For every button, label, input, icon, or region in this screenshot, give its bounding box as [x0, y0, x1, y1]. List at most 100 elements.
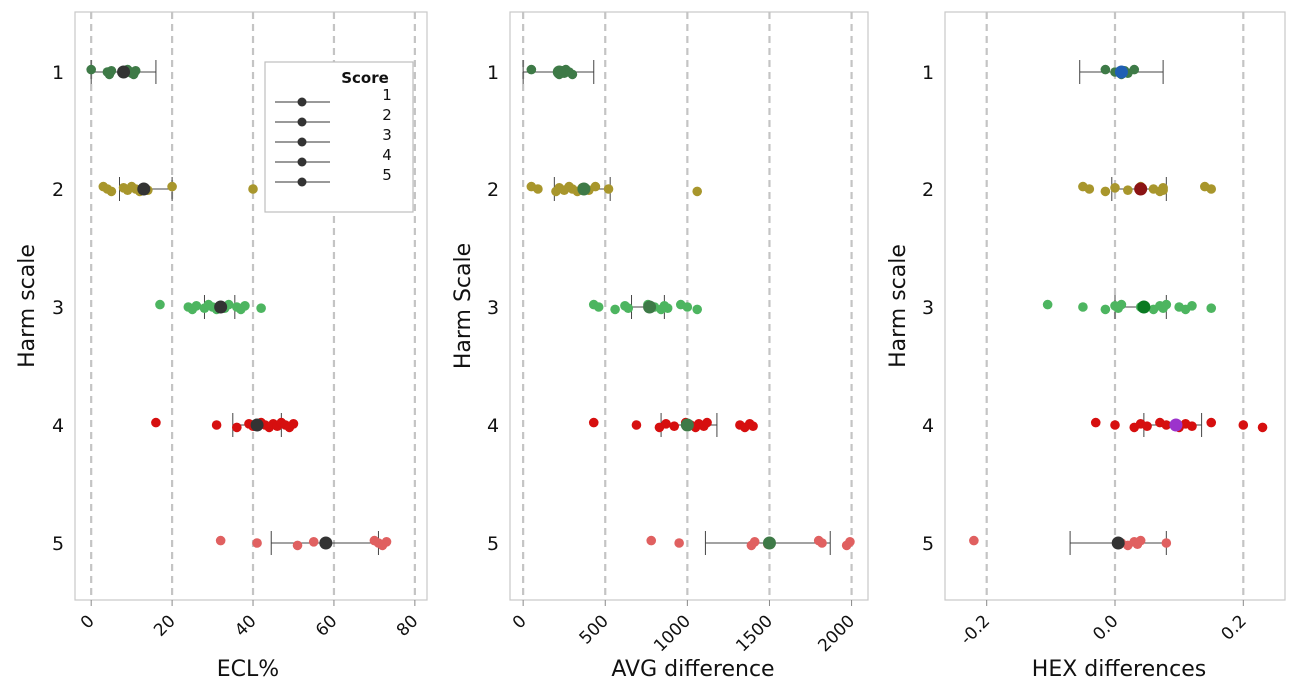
data-point — [86, 64, 96, 75]
data-point — [590, 181, 601, 192]
mean-point — [643, 300, 657, 314]
data-point — [1142, 421, 1152, 432]
group-3 — [1042, 295, 1217, 319]
x-tick-label: 40 — [231, 611, 260, 640]
x-tick-label: 0 — [77, 611, 99, 633]
mean-point — [250, 418, 264, 432]
data-point — [106, 186, 117, 197]
data-point — [845, 537, 855, 547]
legend-box — [264, 61, 414, 213]
group-1 — [86, 60, 157, 84]
legend-entry-4: 4 — [275, 146, 392, 167]
x-tick-label: 60 — [312, 611, 341, 640]
data-point — [215, 535, 226, 546]
mean-point — [1137, 300, 1151, 314]
group-4 — [588, 413, 758, 437]
plot-frame — [509, 11, 869, 601]
data-point — [1042, 299, 1053, 310]
data-point — [151, 417, 161, 428]
y-category-label: 1 — [487, 62, 499, 84]
data-point — [1110, 420, 1120, 430]
x-axis-title: AVG difference — [611, 657, 774, 682]
mean-point — [117, 65, 131, 79]
group-5 — [646, 531, 855, 555]
data-point — [1206, 303, 1217, 314]
legend-entry-3: 3 — [275, 126, 392, 147]
legend-title: Score — [341, 69, 389, 87]
data-point — [661, 419, 671, 429]
data-point — [1100, 304, 1111, 315]
data-point — [256, 303, 266, 314]
data-point — [1100, 186, 1111, 197]
mean-point — [137, 182, 151, 196]
data-point — [1238, 420, 1249, 430]
data-point — [155, 299, 165, 310]
data-point — [1135, 535, 1146, 546]
mean-point — [1111, 536, 1125, 550]
data-point — [1187, 301, 1197, 311]
x-tick-label: 20 — [150, 611, 179, 640]
data-point — [1161, 299, 1172, 310]
y-axis-title: Harm scale — [15, 244, 40, 368]
data-point — [1206, 417, 1217, 428]
x-tick-label: 1500 — [732, 611, 777, 656]
x-tick-label: -0.2 — [957, 611, 995, 649]
data-point — [1257, 422, 1268, 433]
group-1 — [1079, 60, 1164, 84]
mean-point — [762, 536, 776, 550]
mean-point — [577, 182, 591, 196]
data-point — [1090, 417, 1101, 428]
data-point — [1078, 302, 1088, 312]
data-point — [1084, 184, 1095, 194]
x-tick-label: 500 — [576, 611, 613, 648]
data-point — [533, 184, 543, 194]
legend-entry-2: 2 — [275, 106, 392, 127]
legend-label: 4 — [382, 146, 392, 164]
y-category-label: 4 — [487, 415, 499, 437]
data-point — [748, 421, 758, 432]
data-point — [1161, 538, 1172, 548]
data-point — [1187, 421, 1197, 432]
data-point — [682, 302, 693, 312]
y-category-label: 3 — [487, 297, 499, 319]
group-3 — [588, 295, 703, 319]
data-point — [106, 66, 117, 76]
data-point — [1110, 183, 1120, 193]
data-point — [1161, 420, 1172, 430]
data-point — [588, 417, 599, 428]
group-5 — [215, 531, 392, 555]
x-tick-label: 80 — [393, 611, 422, 640]
mean-point — [319, 536, 333, 550]
legend-entry-1: 1 — [275, 86, 392, 107]
plot-frame — [74, 11, 428, 601]
legend-label: 3 — [382, 126, 392, 144]
data-point — [308, 537, 319, 547]
y-category-label: 4 — [922, 415, 934, 437]
x-axis-title: HEX differences — [1032, 657, 1206, 682]
data-point — [702, 417, 712, 428]
chart-panel-3: -0.2 0.0 0.2 1 2 3 4 5 HEX differences Harm scale — [886, 11, 1286, 682]
group-4 — [1090, 413, 1268, 437]
x-tick-label: 1000 — [650, 611, 695, 656]
data-point — [631, 420, 642, 430]
data-point — [567, 69, 578, 80]
mean-point — [214, 300, 228, 314]
mean-point — [680, 418, 694, 432]
mean-point — [552, 65, 566, 79]
y-category-label: 4 — [52, 415, 64, 437]
y-category-label: 5 — [487, 533, 499, 555]
y-category-label: 2 — [487, 179, 499, 201]
data-point — [1100, 64, 1111, 75]
data-point — [526, 64, 537, 75]
group-3 — [155, 295, 266, 319]
data-point — [252, 538, 262, 548]
group-2 — [98, 177, 258, 201]
data-point — [1206, 184, 1217, 194]
data-point — [593, 302, 604, 312]
data-point — [692, 186, 703, 197]
legend-entry-5: 5 — [275, 166, 392, 187]
legend-label: 2 — [382, 106, 392, 124]
data-point — [248, 184, 258, 194]
legend-swatch-point — [297, 137, 307, 147]
